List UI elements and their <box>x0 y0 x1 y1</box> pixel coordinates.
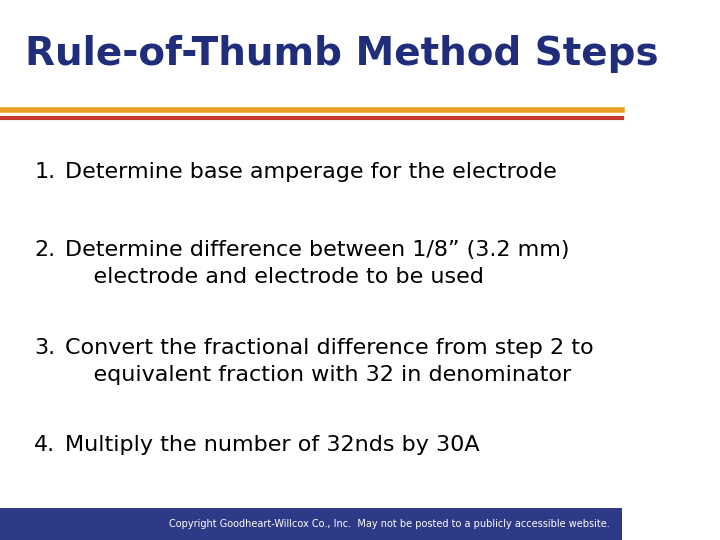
Text: Convert the fractional difference from step 2 to
    equivalent fraction with 32: Convert the fractional difference from s… <box>66 338 594 384</box>
Text: 3.: 3. <box>35 338 55 357</box>
Text: 4.: 4. <box>35 435 55 455</box>
Text: Rule-of-Thumb Method Steps: Rule-of-Thumb Method Steps <box>25 35 659 73</box>
Text: 1.: 1. <box>35 162 55 182</box>
Text: Determine difference between 1/8” (3.2 mm)
    electrode and electrode to be use: Determine difference between 1/8” (3.2 m… <box>66 240 570 287</box>
Text: Multiply the number of 32nds by 30A: Multiply the number of 32nds by 30A <box>66 435 480 455</box>
FancyBboxPatch shape <box>0 508 622 540</box>
Text: 2.: 2. <box>35 240 55 260</box>
Text: Determine base amperage for the electrode: Determine base amperage for the electrod… <box>66 162 557 182</box>
Text: Copyright Goodheart-Willcox Co., Inc.  May not be posted to a publicly accessibl: Copyright Goodheart-Willcox Co., Inc. Ma… <box>169 519 610 529</box>
